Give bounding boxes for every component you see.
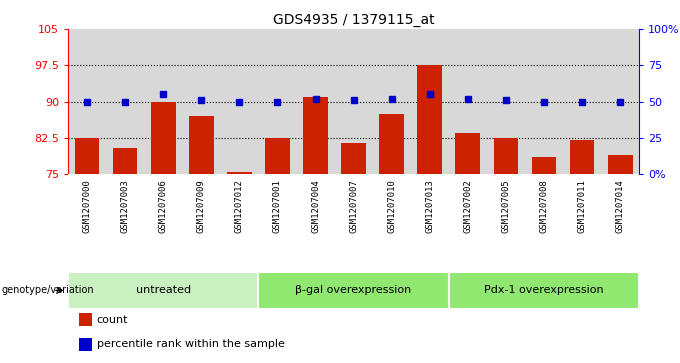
- Text: GSM1207013: GSM1207013: [425, 179, 435, 233]
- Bar: [68, 272, 258, 309]
- Title: GDS4935 / 1379115_at: GDS4935 / 1379115_at: [273, 13, 435, 26]
- Text: GSM1207012: GSM1207012: [235, 179, 244, 233]
- Text: GSM1207005: GSM1207005: [501, 179, 511, 233]
- Bar: [379, 114, 404, 174]
- Text: GSM1207014: GSM1207014: [615, 179, 625, 233]
- Text: Pdx-1 overexpression: Pdx-1 overexpression: [484, 285, 604, 295]
- Bar: [570, 140, 594, 174]
- Bar: [532, 157, 556, 174]
- Bar: [227, 172, 252, 174]
- Bar: [189, 116, 214, 174]
- Bar: [449, 272, 639, 309]
- Bar: [341, 143, 366, 174]
- Bar: [75, 138, 99, 174]
- Text: untreated: untreated: [135, 285, 191, 295]
- Text: GSM1207008: GSM1207008: [539, 179, 549, 233]
- Text: GSM1207010: GSM1207010: [387, 179, 396, 233]
- Bar: [258, 272, 449, 309]
- Text: GSM1207002: GSM1207002: [463, 179, 473, 233]
- Text: count: count: [97, 315, 128, 325]
- Bar: [418, 65, 442, 174]
- Text: GSM1207007: GSM1207007: [349, 179, 358, 233]
- Bar: [151, 102, 175, 174]
- Bar: [303, 97, 328, 174]
- Bar: [80, 313, 92, 326]
- Text: GSM1207003: GSM1207003: [120, 179, 130, 233]
- Bar: [113, 148, 137, 174]
- Text: GSM1207006: GSM1207006: [158, 179, 168, 233]
- Text: GSM1207009: GSM1207009: [197, 179, 206, 233]
- Bar: [456, 133, 480, 174]
- Bar: [265, 138, 290, 174]
- Text: GSM1207011: GSM1207011: [577, 179, 587, 233]
- Bar: [80, 338, 92, 351]
- Bar: [608, 155, 632, 174]
- Text: genotype/variation: genotype/variation: [1, 285, 94, 295]
- Text: β-gal overexpression: β-gal overexpression: [296, 285, 411, 295]
- Bar: [494, 138, 518, 174]
- Text: GSM1207000: GSM1207000: [82, 179, 92, 233]
- Text: GSM1207004: GSM1207004: [311, 179, 320, 233]
- Text: percentile rank within the sample: percentile rank within the sample: [97, 339, 284, 350]
- Text: GSM1207001: GSM1207001: [273, 179, 282, 233]
